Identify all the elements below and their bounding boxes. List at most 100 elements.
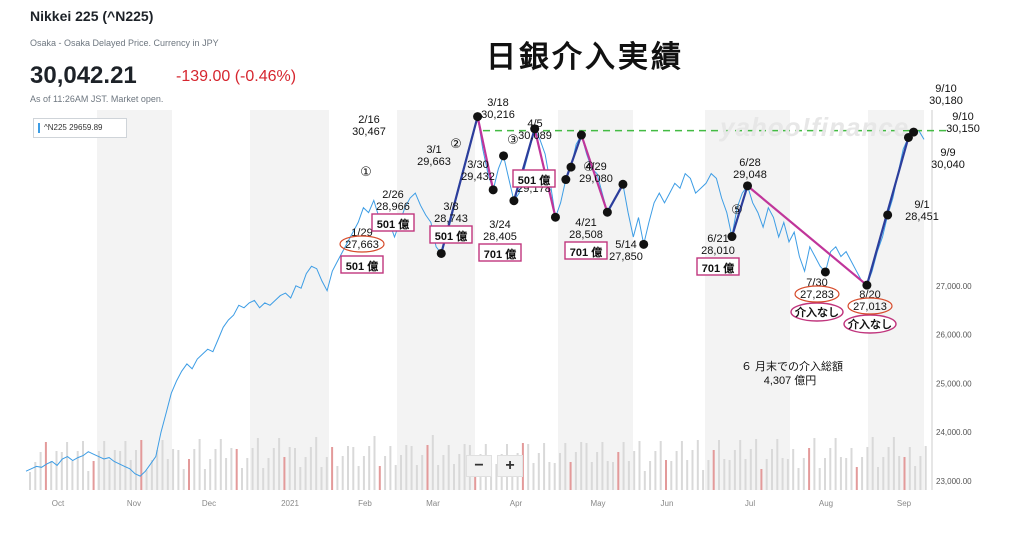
annotation-date: 9/9 bbox=[940, 147, 955, 159]
intervention-amount: 501 億 bbox=[518, 173, 550, 187]
zoom-in-button[interactable]: + bbox=[497, 455, 523, 477]
volume-bar bbox=[103, 441, 106, 490]
trend-segment bbox=[730, 185, 749, 237]
annotation-dot bbox=[883, 210, 893, 220]
volume-bar bbox=[622, 442, 625, 490]
x-tick-label: Nov bbox=[127, 499, 141, 508]
annotation-dot bbox=[566, 162, 576, 172]
intervention-amount-box bbox=[564, 241, 608, 260]
annotation-value: 29,080 bbox=[579, 173, 613, 185]
trend-segment bbox=[606, 183, 624, 213]
annotation-value: 28,405 bbox=[483, 231, 517, 243]
trend-segment bbox=[580, 134, 609, 213]
volume-bar bbox=[426, 445, 429, 490]
volume-bar bbox=[919, 456, 922, 490]
volume-bar bbox=[315, 437, 318, 490]
annotation-dot bbox=[602, 207, 612, 217]
x-tick-label: Jul bbox=[745, 499, 755, 508]
volume-bar bbox=[166, 459, 169, 490]
volume-bar bbox=[861, 457, 864, 490]
x-tick-label: Jun bbox=[661, 499, 674, 508]
annotation-dot bbox=[499, 151, 509, 161]
annotation-dot bbox=[436, 248, 446, 258]
intervention-amount: 介入なし bbox=[847, 317, 892, 331]
x-tick-label: Dec bbox=[202, 499, 216, 508]
volume-bar bbox=[723, 459, 726, 490]
volume-bar bbox=[691, 450, 694, 490]
volume-bar bbox=[278, 438, 281, 490]
annotation-value: 30,040 bbox=[931, 159, 965, 171]
volume-bar bbox=[887, 447, 890, 490]
volume-bar bbox=[855, 467, 858, 490]
zoom-out-button[interactable]: − bbox=[466, 455, 492, 477]
volume-bar bbox=[818, 468, 821, 490]
intervention-amount-box bbox=[340, 255, 384, 274]
annotation-date: 1/29 bbox=[351, 227, 372, 239]
volume-bar bbox=[119, 451, 122, 490]
series-legend-label: ^N225 29659.89 bbox=[44, 123, 103, 132]
volume-bar bbox=[808, 448, 811, 490]
volume-bar bbox=[903, 457, 906, 490]
volume-bar bbox=[537, 453, 540, 490]
intervention-amount: 介入なし bbox=[794, 305, 839, 319]
volume-bar bbox=[50, 461, 53, 490]
volume-bar bbox=[850, 448, 853, 490]
volume-bar bbox=[453, 464, 455, 490]
volume-bar bbox=[606, 461, 609, 490]
annotation-dot bbox=[473, 112, 483, 122]
volume-bar bbox=[792, 449, 795, 490]
phase-marker: ⑤ bbox=[731, 202, 743, 217]
chart-headline: 日銀介入実績 bbox=[486, 40, 684, 75]
volume-bar bbox=[60, 452, 63, 490]
annotation-value: 28,743 bbox=[434, 213, 468, 225]
volume-bar bbox=[696, 440, 699, 490]
annotation-dot bbox=[618, 179, 628, 189]
annotation-date: 9/10 bbox=[935, 83, 956, 95]
volume-bar bbox=[294, 448, 296, 490]
volume-bar bbox=[755, 439, 758, 490]
month-band bbox=[97, 110, 172, 490]
volume-bar bbox=[129, 460, 132, 490]
volume-bar bbox=[225, 458, 228, 490]
volume-bar bbox=[543, 443, 546, 490]
series-swatch bbox=[38, 122, 40, 133]
volume-bar bbox=[156, 450, 159, 490]
volume-bar bbox=[839, 457, 842, 490]
volume-bar bbox=[680, 441, 683, 490]
volume-bar bbox=[267, 458, 270, 490]
volume-bar bbox=[760, 469, 763, 490]
trend-segment bbox=[746, 185, 868, 287]
volume-bar bbox=[172, 449, 175, 490]
intervention-amount: 701 億 bbox=[702, 261, 734, 275]
volume-bar bbox=[871, 437, 874, 490]
volume-bar bbox=[463, 444, 466, 490]
volume-bar bbox=[272, 448, 275, 490]
month-band bbox=[868, 110, 924, 490]
annotation-dot bbox=[909, 127, 919, 137]
volume-bar bbox=[352, 447, 355, 490]
ticker-title: Nikkei 225 (^N225) bbox=[30, 8, 154, 24]
annotation-dot bbox=[509, 196, 519, 206]
trend-segment bbox=[476, 116, 495, 191]
volume-bar bbox=[749, 449, 752, 490]
volume-bar bbox=[341, 456, 344, 490]
volume-bar bbox=[659, 441, 662, 490]
volume-bar bbox=[771, 449, 773, 490]
volume-bar bbox=[553, 463, 556, 490]
as-of-time: As of 11:26AM JST. Market open. bbox=[30, 94, 164, 104]
y-tick-label: 24,000.00 bbox=[936, 428, 972, 437]
volume-bar bbox=[649, 461, 652, 490]
volume-bar bbox=[776, 439, 779, 490]
volume-bar bbox=[283, 457, 286, 490]
annotation-value: 28,010 bbox=[701, 245, 735, 257]
volume-bar bbox=[347, 446, 349, 490]
volume-bar bbox=[675, 451, 678, 490]
phase-marker: ④ bbox=[583, 159, 595, 174]
annotation-value: 29,663 bbox=[417, 156, 451, 168]
volume-bar bbox=[97, 451, 100, 490]
highlight-ring bbox=[339, 235, 385, 253]
series-legend[interactable]: ^N225 29659.89 bbox=[33, 118, 127, 138]
volume-bar bbox=[643, 471, 646, 490]
volume-bar bbox=[670, 461, 673, 490]
volume-bar bbox=[559, 453, 561, 490]
